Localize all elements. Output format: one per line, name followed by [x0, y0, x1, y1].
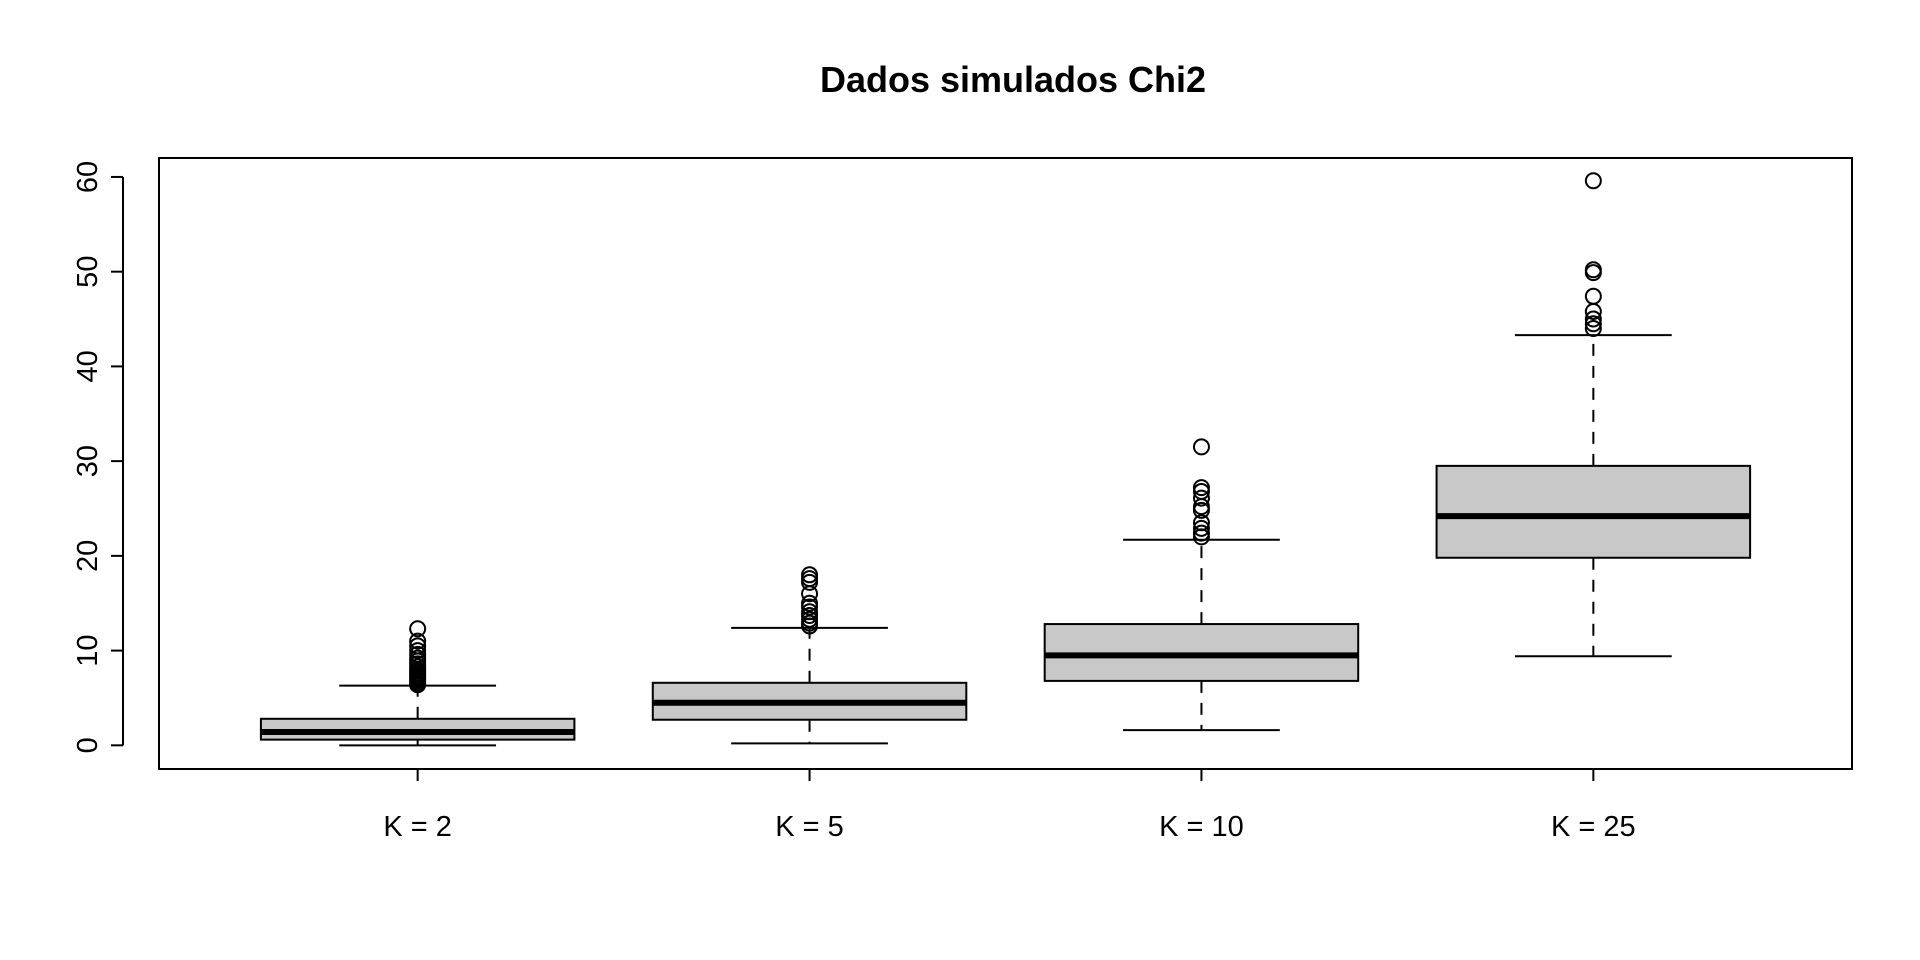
y-tick-label: 30 — [72, 445, 104, 477]
y-tick-label: 50 — [72, 256, 104, 288]
outlier-point — [1584, 320, 1602, 338]
y-axis: 0 10 20 30 40 50 60 — [72, 161, 124, 753]
outlier-point — [1584, 315, 1602, 333]
outlier-point — [1192, 514, 1210, 532]
outlier-point — [801, 570, 819, 588]
outlier-point — [1192, 489, 1210, 507]
box-1 — [259, 620, 576, 747]
outlier-point — [801, 566, 819, 584]
outlier-point — [1192, 479, 1210, 497]
x-tick-label: K = 2 — [383, 811, 452, 843]
y-tick-label: 10 — [72, 634, 104, 666]
outlier-point — [409, 642, 427, 660]
outlier-point — [1192, 438, 1210, 456]
outlier-point — [1584, 310, 1602, 328]
x-tick-label: K = 25 — [1551, 811, 1636, 843]
box-2 — [651, 566, 968, 745]
y-tick-label: 20 — [72, 540, 104, 572]
outlier-point — [801, 594, 819, 612]
y-tick-label: 40 — [72, 350, 104, 382]
y-tick-label: 0 — [72, 737, 104, 753]
box-3 — [1043, 438, 1360, 732]
outlier-point — [1584, 287, 1602, 305]
outlier-point — [1192, 498, 1210, 516]
outlier-point — [801, 603, 819, 621]
outlier-point — [1584, 261, 1602, 279]
x-axis: K = 2 K = 5 K = 10 K = 25 — [383, 769, 1636, 843]
outlier-point — [409, 620, 427, 638]
plot-frame — [158, 157, 1853, 770]
x-tick-label: K = 10 — [1159, 811, 1244, 843]
chart-title: Dados simulados Chi2 — [820, 59, 1206, 100]
outlier-point — [1584, 172, 1602, 190]
outlier-point — [409, 632, 427, 650]
outlier-point — [409, 637, 427, 655]
box-4 — [1435, 172, 1752, 658]
boxplot-series — [259, 172, 1752, 747]
x-tick-label: K = 5 — [775, 811, 844, 843]
outlier-point — [1192, 519, 1210, 537]
y-tick-label: 60 — [72, 161, 104, 193]
outlier-point — [1192, 524, 1210, 542]
iqr-box — [1435, 464, 1752, 559]
outlier-point — [1192, 528, 1210, 546]
